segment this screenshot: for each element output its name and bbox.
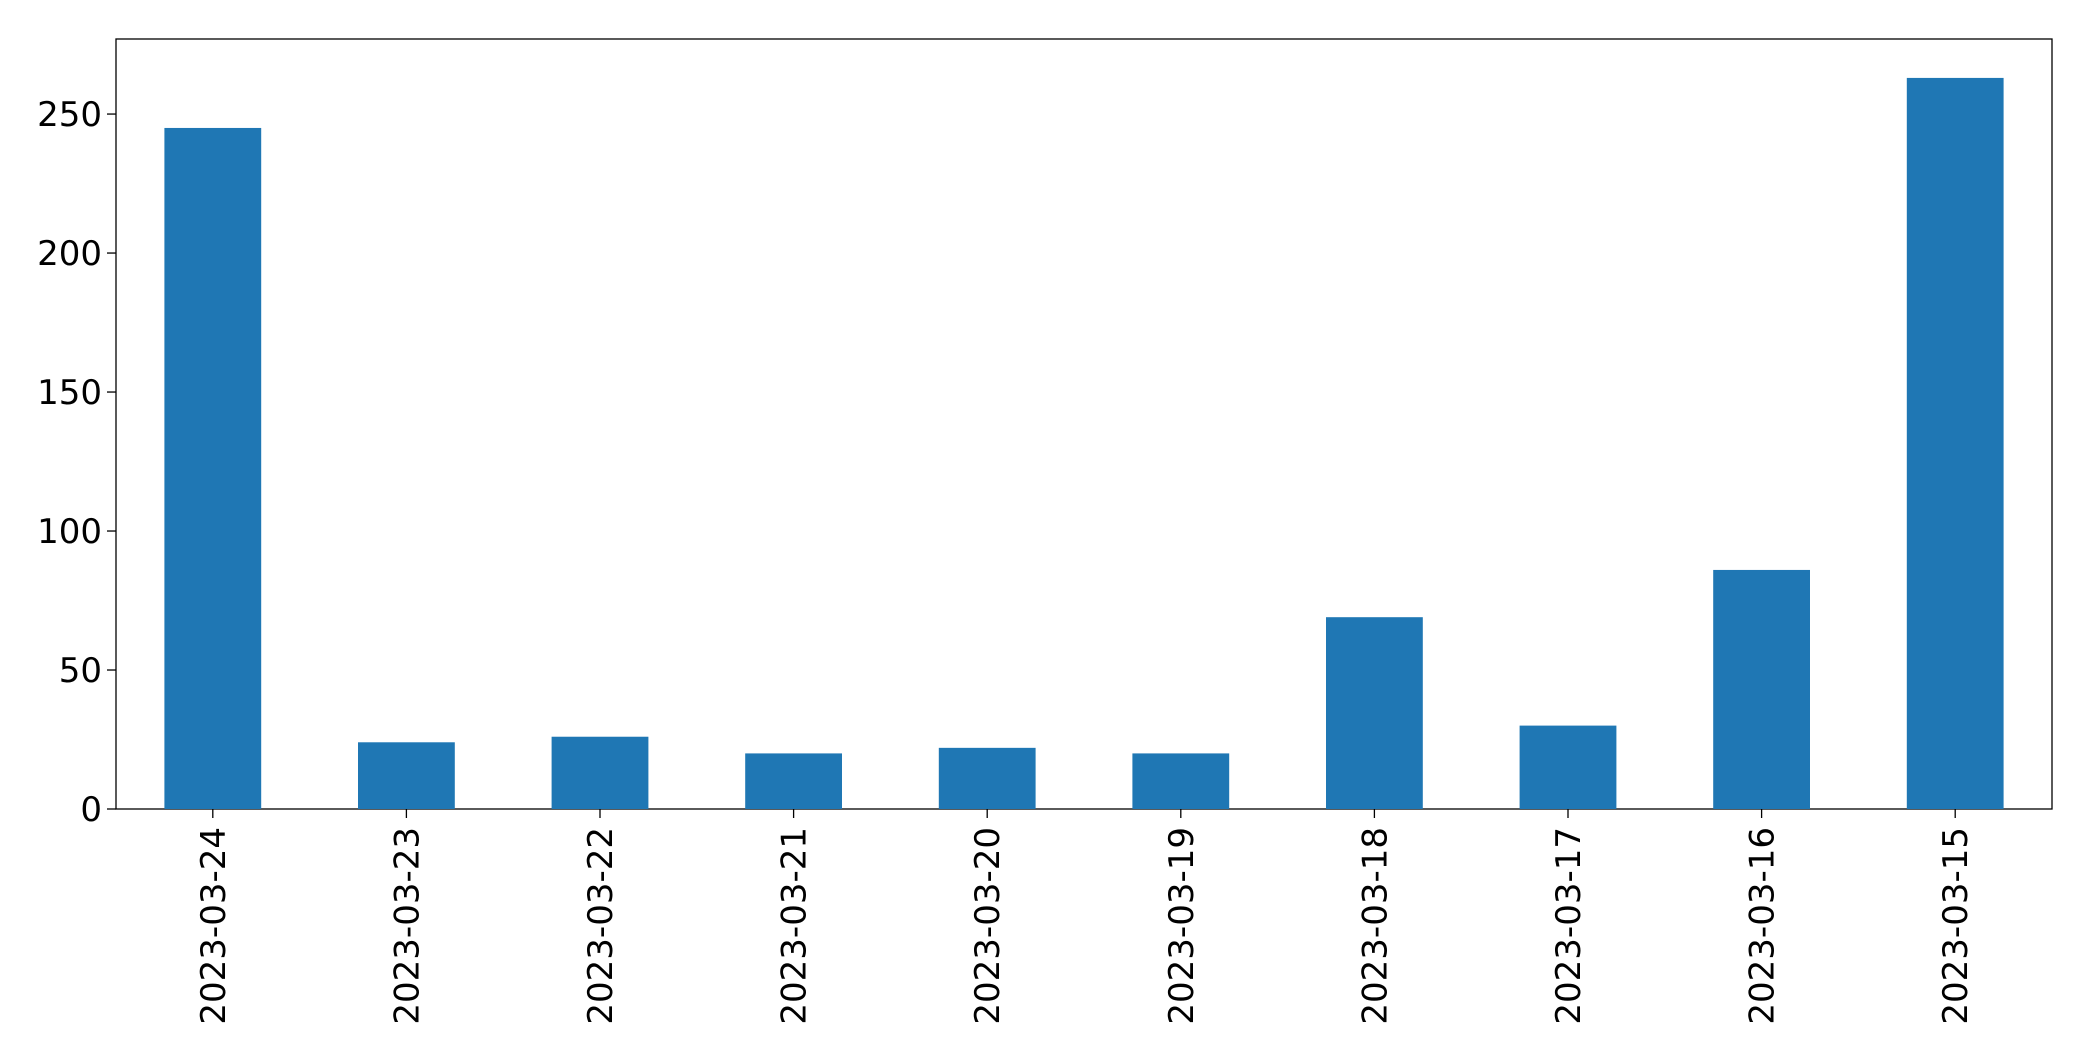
x-tick-label: 2023-03-17 [1549, 827, 1589, 1025]
bar [745, 753, 842, 809]
x-tick-label: 2023-03-22 [581, 827, 621, 1025]
bar [938, 747, 1036, 809]
y-tick-label: 250 [37, 95, 102, 135]
bar [1906, 77, 2004, 809]
y-tick-label: 100 [37, 512, 102, 552]
x-tick-label: 2023-03-23 [387, 827, 427, 1025]
bar [551, 736, 649, 809]
bar [1132, 753, 1230, 809]
x-tick-label: 2023-03-16 [1743, 827, 1783, 1025]
x-tick-label: 2023-03-20 [968, 827, 1008, 1025]
bar [358, 742, 455, 809]
x-tick-label: 2023-03-21 [775, 827, 815, 1025]
x-tick-label: 2023-03-19 [1162, 827, 1202, 1025]
y-tick-label: 50 [59, 651, 102, 691]
plot-frame [115, 38, 2053, 810]
bar [164, 127, 262, 810]
bar [1326, 617, 1423, 809]
bar [1713, 569, 1810, 809]
y-tick-label: 150 [37, 373, 102, 413]
bar [1519, 725, 1617, 809]
x-tick-label: 2023-03-18 [1355, 827, 1395, 1025]
y-tick-label: 200 [37, 234, 102, 274]
y-tick-label: 0 [80, 790, 102, 830]
x-tick-label: 2023-03-15 [1936, 827, 1976, 1025]
x-tick-label: 2023-03-24 [194, 827, 234, 1025]
